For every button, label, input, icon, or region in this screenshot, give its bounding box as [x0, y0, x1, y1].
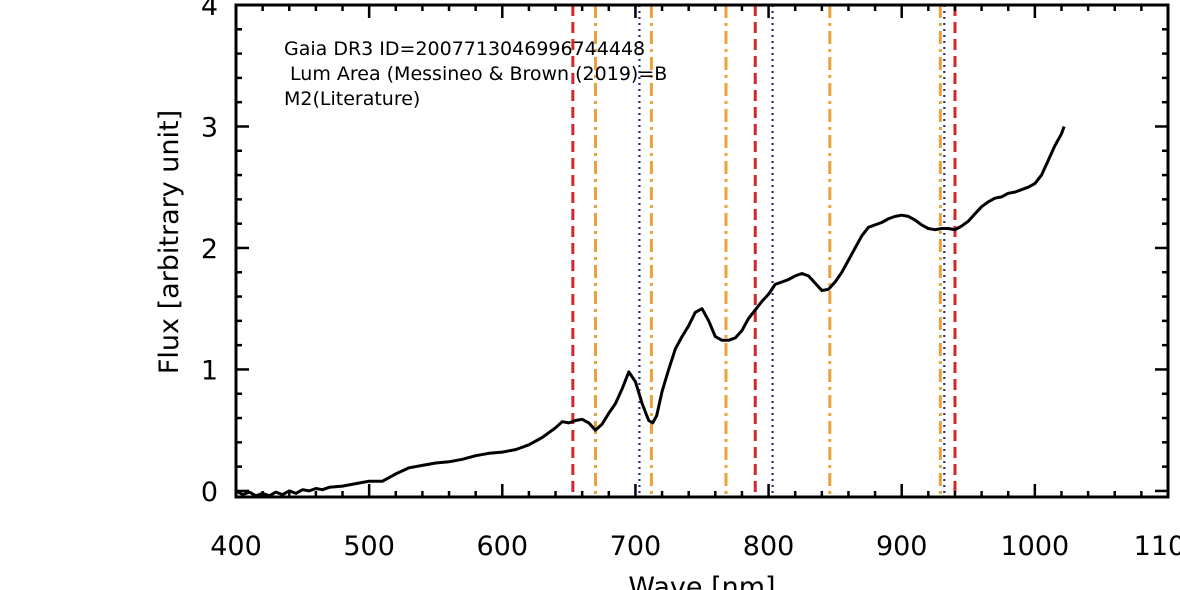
y-tick-label: 1: [201, 355, 218, 386]
plot-frame: [234, 3, 1170, 499]
y-tick-labels: 0 1 2 3 4: [201, 0, 218, 508]
y-tick-label: 2: [201, 234, 218, 265]
annotation-lum-area: Lum Area (Messineo & Brown (2019)=B: [284, 63, 667, 85]
flux-series-line: [235, 125, 1066, 498]
annotation-gaia-id: Gaia DR3 ID=2007713046996744448: [284, 38, 645, 60]
x-tick-label: 600: [477, 531, 529, 562]
y-axis-label: Flux [arbitrary unit]: [154, 110, 185, 374]
annotation-spectral-type: M2(Literature): [284, 88, 420, 110]
x-tick-label: 400: [210, 531, 262, 562]
y-tick-label: 0: [201, 477, 218, 508]
y-tick-label: 3: [201, 112, 218, 143]
reference-lines: [571, 5, 957, 497]
x-tick-label: 1000: [1000, 531, 1069, 562]
y-tick-label: 4: [201, 0, 218, 22]
x-tick-label: 900: [876, 531, 928, 562]
x-tick-label: 700: [610, 531, 662, 562]
x-axis-label: Wave [nm]: [628, 572, 775, 590]
x-tick-label: 500: [343, 531, 395, 562]
x-tick-label: 800: [743, 531, 795, 562]
